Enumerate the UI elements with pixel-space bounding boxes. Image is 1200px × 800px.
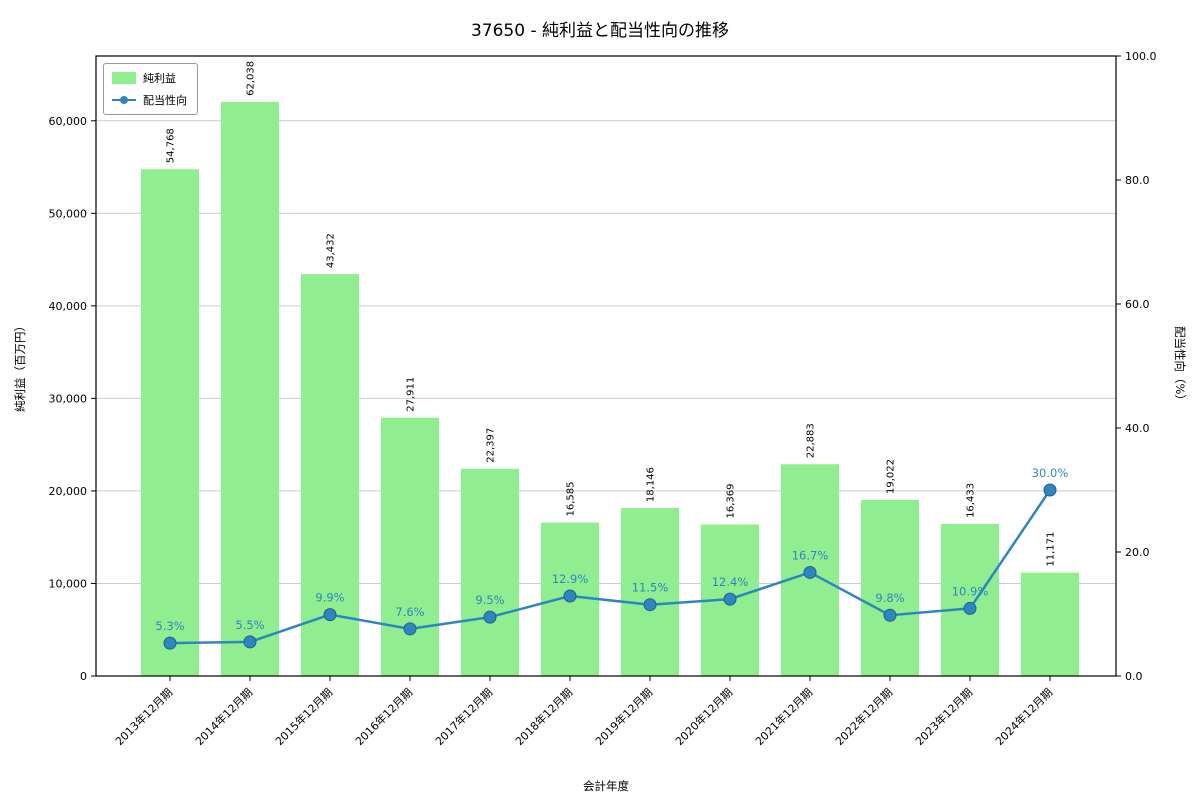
percent-label: 16.7% (792, 548, 829, 562)
payout-marker (963, 601, 977, 615)
payout-marker (883, 608, 897, 622)
bar (461, 468, 519, 676)
x-tick-label: 2017年12月期 (432, 685, 495, 748)
x-tick-label: 2022年12月期 (832, 685, 895, 748)
x-tick-label: 2021年12月期 (752, 685, 815, 748)
bar (861, 499, 919, 676)
bar-value-label: 18,146 (646, 467, 657, 502)
payout-marker (563, 589, 577, 603)
bar (381, 417, 439, 676)
x-tick-label: 2019年12月期 (592, 685, 655, 748)
percent-label: 11.5% (632, 581, 669, 595)
chart-title: 37650 - 純利益と配当性向の推移 (470, 21, 730, 41)
percent-label: 5.3% (155, 619, 184, 633)
payout-line (168, 488, 1052, 645)
y-tick-label-right: 20.0 (1125, 546, 1150, 559)
y-tick-label-right: 40.0 (1125, 422, 1150, 435)
payout-marker (643, 598, 657, 612)
bar-value-label: 11,171 (1046, 532, 1057, 567)
y-tick-label-right: 80.0 (1125, 174, 1150, 187)
bar (621, 508, 679, 676)
percent-label: 30.0% (1032, 466, 1069, 480)
percent-label: 5.5% (235, 618, 264, 632)
bar-value-label: 16,433 (966, 483, 977, 518)
percent-label: 7.6% (395, 605, 424, 619)
payout-marker (243, 635, 257, 649)
y-axis-label-right: 配当性向（%） (1173, 326, 1187, 406)
y-tick-label-left: 50,000 (49, 207, 88, 220)
bar-swatch-icon (112, 72, 136, 84)
bar (221, 101, 279, 677)
y-tick-label-left: 30,000 (49, 392, 88, 405)
percent-label: 12.4% (712, 575, 749, 589)
bar-value-label: 27,911 (406, 377, 417, 412)
bar-value-label: 22,397 (486, 428, 497, 463)
bar-value-label: 19,022 (886, 459, 897, 494)
x-tick-label: 2020年12月期 (672, 685, 735, 748)
legend-item-payout-ratio: 配当性向 (112, 92, 187, 108)
bar-value-label: 43,432 (326, 233, 337, 268)
x-tick-label: 2016年12月期 (352, 685, 415, 748)
payout-marker (483, 610, 497, 624)
plot-border (95, 55, 1117, 677)
x-axis-label: 会計年度 (583, 779, 629, 793)
bar-value-label: 22,883 (806, 423, 817, 458)
percent-label: 12.9% (552, 572, 589, 586)
percent-label: 9.8% (875, 591, 904, 605)
legend-item-net-income: 純利益 (112, 70, 187, 86)
legend-label-payout-ratio: 配当性向 (143, 94, 187, 107)
percent-label: 10.9% (952, 584, 989, 598)
bar (941, 523, 999, 676)
x-tick-label: 2013年12月期 (112, 685, 175, 748)
x-tick-label: 2024年12月期 (992, 685, 1055, 748)
x-tick-label: 2018年12月期 (512, 685, 575, 748)
y-tick-label-left: 0 (80, 670, 87, 683)
percent-label: 9.9% (315, 591, 344, 605)
payout-marker (803, 565, 817, 579)
bar-value-label: 54,768 (166, 128, 177, 163)
payout-marker (403, 622, 417, 636)
bar (141, 169, 199, 676)
line-swatch-icon (112, 95, 136, 104)
bar (1021, 572, 1079, 676)
x-tick-label: 2023年12月期 (912, 685, 975, 748)
bar-value-label: 16,369 (726, 484, 737, 519)
legend-label-net-income: 純利益 (143, 72, 176, 85)
bar-value-label: 62,038 (246, 61, 257, 96)
percent-label: 9.5% (475, 593, 504, 607)
y-tick-label-right: 0.0 (1125, 670, 1143, 683)
payout-marker (1043, 483, 1057, 497)
payout-marker (323, 608, 337, 622)
legend: 純利益 配当性向 (103, 63, 198, 115)
y-tick-label-left: 20,000 (49, 485, 88, 498)
y-tick-label-left: 40,000 (49, 300, 88, 313)
y-tick-label-left: 60,000 (49, 115, 88, 128)
y-tick-label-right: 100.0 (1125, 50, 1157, 63)
y-tick-label-left: 10,000 (49, 577, 88, 590)
payout-marker (723, 592, 737, 606)
bar-value-label: 16,585 (566, 482, 577, 517)
x-tick-label: 2015年12月期 (272, 685, 335, 748)
y-tick-label-right: 60.0 (1125, 298, 1150, 311)
x-tick-label: 2014年12月期 (192, 685, 255, 748)
payout-marker (163, 636, 177, 650)
y-axis-label-left: 純利益（百万円） (13, 320, 27, 412)
